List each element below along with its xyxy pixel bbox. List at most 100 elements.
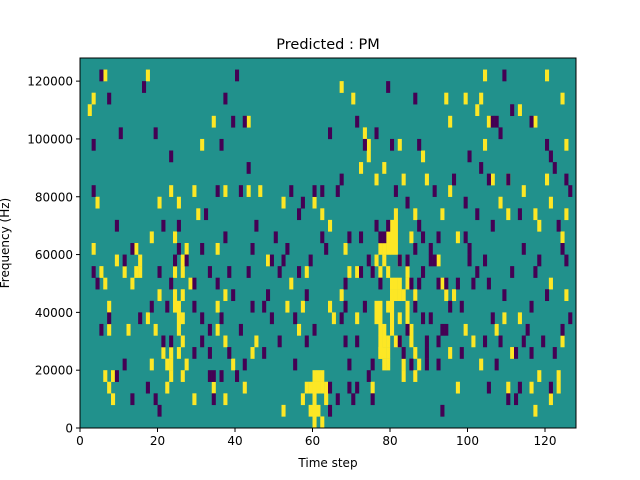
heatmap-cell-high [498,196,503,209]
heatmap-cell-low [231,289,236,302]
heatmap-cell-high [173,289,178,302]
heatmap-cell-low [514,347,519,359]
heatmap-cell-low [432,185,437,197]
heatmap-cell-high [103,69,108,82]
heatmap-cell-high [176,312,181,325]
heatmap-cell-high [145,312,150,325]
heatmap-cell-low [521,335,526,348]
heatmap-cell-low [207,370,212,382]
heatmap-cell-high [529,381,534,394]
heatmap-cell-high [134,266,139,278]
heatmap-cell-low [463,196,468,209]
heatmap-cell-low [386,81,391,93]
heatmap-cell-low [494,358,499,371]
chart-title: Predicted : PM [276,37,379,53]
y-tick-label: 120000 [27,75,73,89]
heatmap-cell-high [382,254,387,267]
heatmap-cell-low [304,335,309,348]
heatmap-cell-low [91,185,96,197]
heatmap-cell-high [417,358,422,371]
heatmap-cell-high [339,81,344,93]
heatmap-cell-low [231,115,236,128]
heatmap-cell-high [180,335,185,348]
heatmap-cell-low [227,266,232,278]
heatmap-cell-high [378,335,383,348]
heatmap-cell-high [122,266,127,278]
heatmap-cell-high [378,266,383,278]
heatmap-cell-low [362,138,367,151]
heatmap-cell-high [560,231,565,244]
heatmap-cell-high [409,335,414,348]
heatmap-cell-high [475,104,480,117]
heatmap-cell-high [386,358,391,371]
heatmap-cell-low [494,115,499,128]
heatmap-cell-high [386,266,391,278]
heatmap-cell-high [196,208,201,221]
heatmap-cell-low [142,81,147,93]
heatmap-cell-high [448,347,453,359]
heatmap-cell-high [173,231,178,244]
heatmap-cell-low [169,150,174,163]
heatmap-cell-low [366,254,371,267]
x-axis-label: Time step [297,456,357,470]
heatmap-cell-low [145,381,150,394]
heatmap-cell-high [440,277,445,290]
heatmap-cell-high [114,254,119,267]
heatmap-cell-low [355,335,360,348]
heatmap-cell-high [483,138,488,151]
y-tick-label: 80000 [35,190,73,204]
heatmap-cell-high [382,358,387,371]
heatmap-cell-low [273,231,278,244]
heatmap-cell-high [382,243,387,255]
heatmap-cell-low [498,127,503,140]
heatmap-cell-low [266,289,271,302]
heatmap-cell-high [405,300,410,313]
heatmap-cell-low [242,358,247,371]
heatmap-cell-low [362,300,367,313]
heatmap-cell-high [382,347,387,359]
heatmap-cell-high [393,335,398,348]
heatmap-cell-low [192,300,197,313]
heatmap-cell-low [200,243,205,255]
heatmap-cell-low [436,231,441,244]
heatmap-cell-low [382,231,387,244]
heatmap-cell-high [374,254,379,267]
heatmap-cell-low [421,312,426,325]
heatmap-cell-high [413,370,418,382]
heatmap-cell-low [568,312,573,325]
x-axis: 0 20 40 60 80 100 120 [76,428,556,448]
heatmap-cell-low [99,323,104,336]
heatmap-cell-high [494,323,499,336]
heatmap-cell-high [556,370,561,382]
heatmap-cell-low [529,347,534,359]
heatmap-cell-high [211,381,216,394]
heatmap-cell-low [91,138,96,151]
heatmap-cell-high [390,300,395,313]
heatmap-cell-low [343,300,348,313]
heatmap-cell-low [455,277,460,290]
heatmap-cell-high [169,185,174,197]
heatmap-cell-high [165,358,170,371]
y-axis-label: Frequency (Hz) [0,198,12,289]
heatmap-cell-low [502,289,507,302]
heatmap-cell-high [366,138,371,151]
heatmap-cell-low [351,393,356,406]
heatmap-cell-low [393,185,398,197]
heatmap-cell-high [355,312,360,325]
heatmap-cell-high [548,196,553,209]
heatmap-cell-low [413,92,418,105]
heatmap-cell-high [393,289,398,302]
heatmap-cell-low [320,231,325,244]
heatmap-cell-low [486,277,491,290]
heatmap-cell-low [510,266,515,278]
heatmap-cell-high [390,231,395,244]
y-tick-label: 0 [65,422,73,436]
heatmap-cell-low [568,185,573,197]
y-tick-label: 60000 [35,248,73,262]
heatmap-cell-low [370,393,375,406]
heatmap-cell-high [111,370,116,382]
heatmap-cell-high [169,347,174,359]
heatmap-cell-low [320,185,325,197]
heatmap-cell-low [452,173,457,186]
heatmap-cell-high [374,312,379,325]
